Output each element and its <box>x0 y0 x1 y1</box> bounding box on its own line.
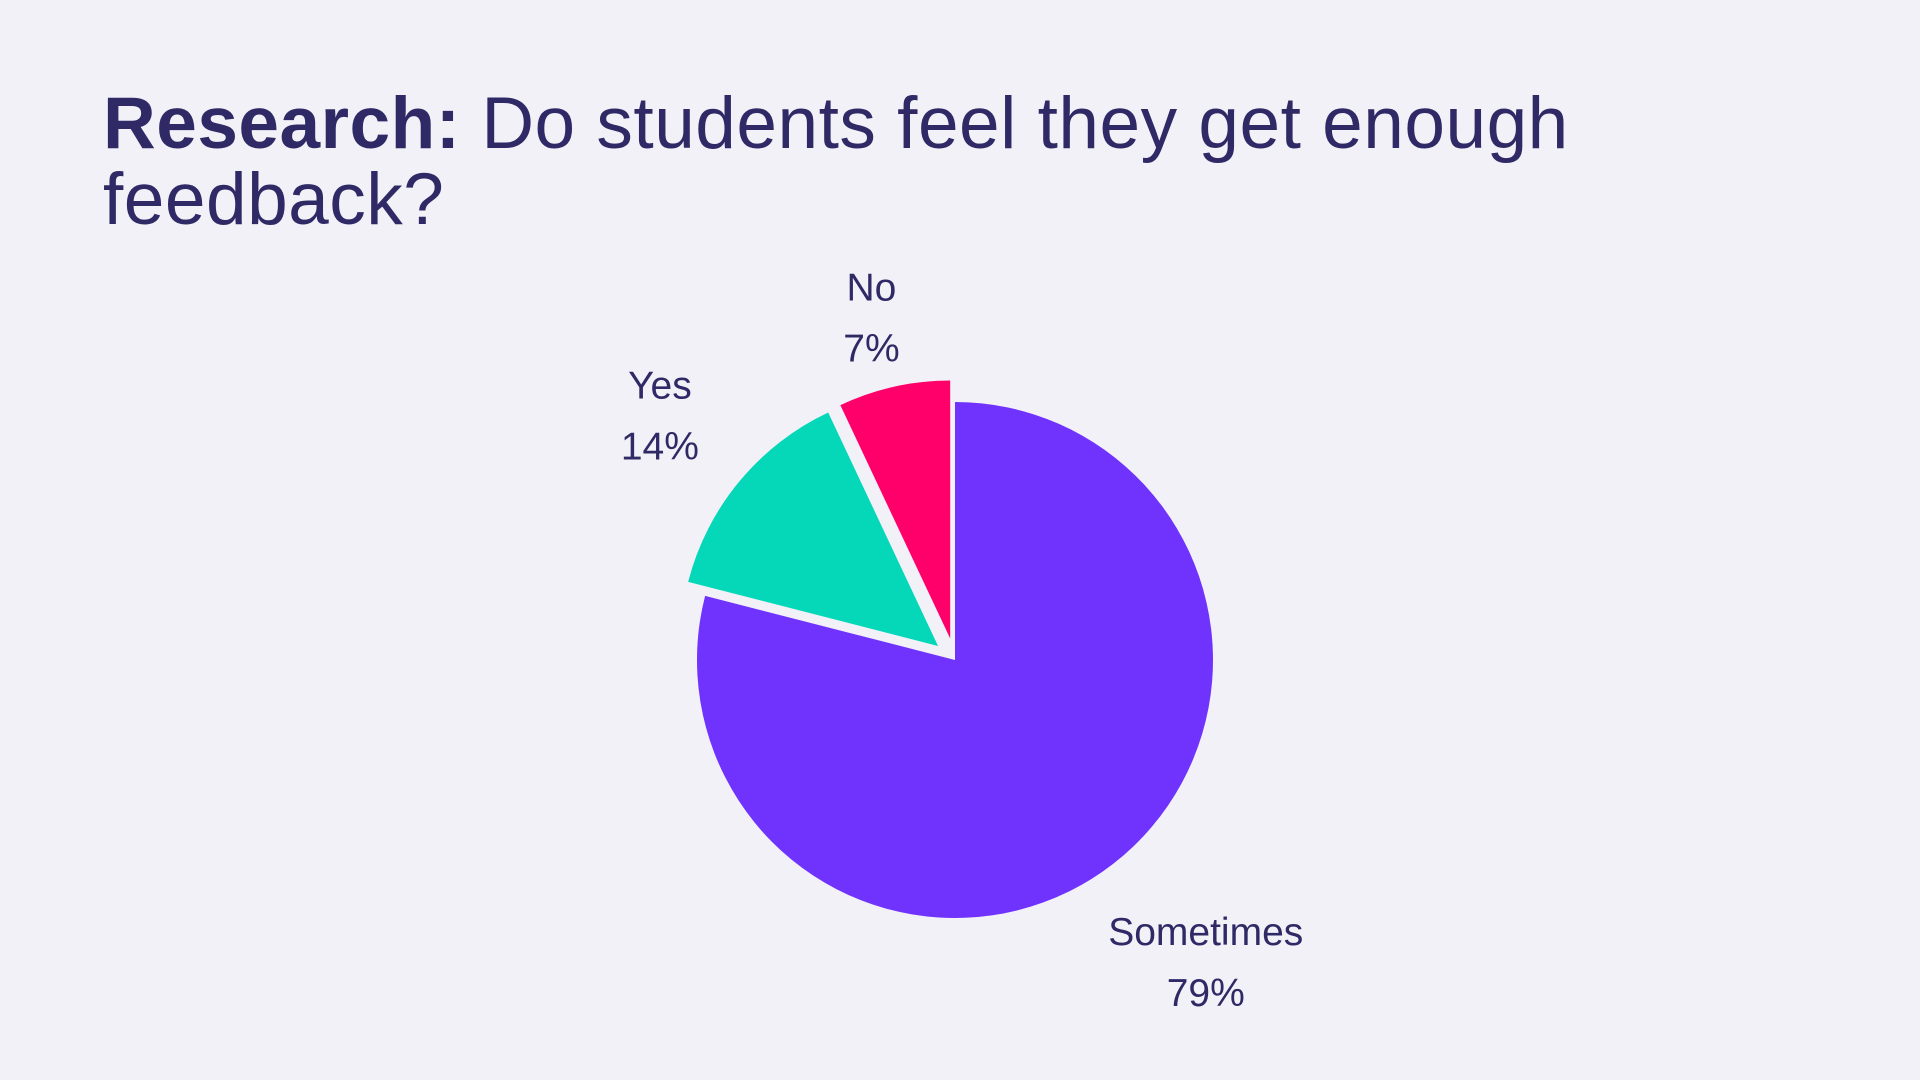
slice-value-yes: 14% <box>621 425 699 468</box>
pie-slice-yes <box>688 412 939 646</box>
slice-value-sometimes: 79% <box>1167 972 1245 1015</box>
pie-slice-sometimes <box>697 402 1214 918</box>
slice-label-yes: Yes <box>628 364 692 407</box>
slice-label-sometimes: Sometimes <box>1108 911 1303 954</box>
title-text: Do students feel they get enough feedbac… <box>103 83 1569 240</box>
pie-slice-no <box>840 380 951 639</box>
slice-label-no: No <box>847 267 897 310</box>
slice-value-no: 7% <box>843 328 899 371</box>
slide-title: Research: Do students feel they get enou… <box>103 86 1723 238</box>
title-lead: Research: <box>103 83 461 164</box>
